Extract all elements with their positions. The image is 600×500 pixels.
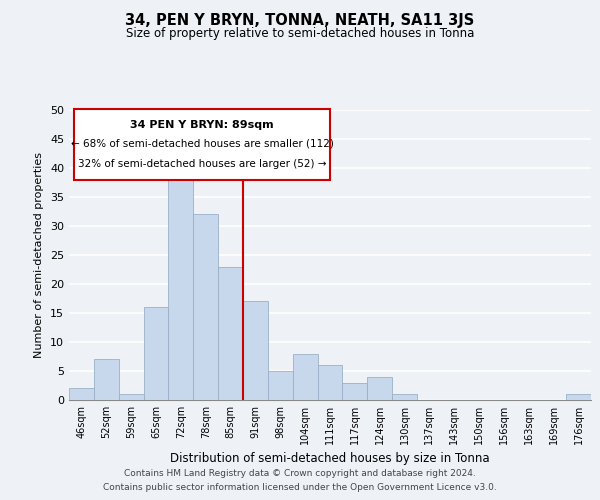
Text: Size of property relative to semi-detached houses in Tonna: Size of property relative to semi-detach… <box>126 28 474 40</box>
Bar <box>317 365 343 400</box>
Bar <box>218 266 243 400</box>
Bar <box>169 180 193 400</box>
Bar <box>343 382 367 400</box>
Bar <box>367 377 392 400</box>
Text: Contains HM Land Registry data © Crown copyright and database right 2024.: Contains HM Land Registry data © Crown c… <box>124 468 476 477</box>
FancyBboxPatch shape <box>74 108 330 180</box>
Bar <box>293 354 317 400</box>
Text: Contains public sector information licensed under the Open Government Licence v3: Contains public sector information licen… <box>103 484 497 492</box>
X-axis label: Distribution of semi-detached houses by size in Tonna: Distribution of semi-detached houses by … <box>170 452 490 466</box>
Bar <box>193 214 218 400</box>
Bar <box>392 394 417 400</box>
Text: 34, PEN Y BRYN, TONNA, NEATH, SA11 3JS: 34, PEN Y BRYN, TONNA, NEATH, SA11 3JS <box>125 12 475 28</box>
Text: 32% of semi-detached houses are larger (52) →: 32% of semi-detached houses are larger (… <box>78 160 326 170</box>
Bar <box>243 302 268 400</box>
Text: 34 PEN Y BRYN: 89sqm: 34 PEN Y BRYN: 89sqm <box>130 120 274 130</box>
Bar <box>268 371 293 400</box>
Bar <box>69 388 94 400</box>
Text: ← 68% of semi-detached houses are smaller (112): ← 68% of semi-detached houses are smalle… <box>71 139 334 149</box>
Bar <box>143 307 169 400</box>
Bar <box>119 394 143 400</box>
Bar <box>94 360 119 400</box>
Y-axis label: Number of semi-detached properties: Number of semi-detached properties <box>34 152 44 358</box>
Bar <box>566 394 591 400</box>
